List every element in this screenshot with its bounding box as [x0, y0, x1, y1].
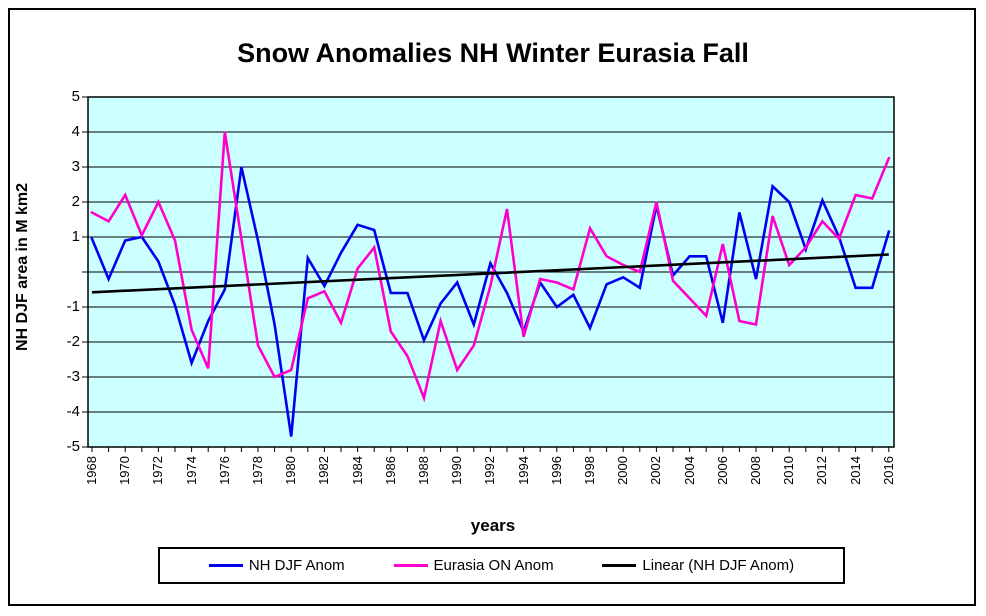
legend-item-linear-trend: Linear (NH DJF Anom): [602, 557, 794, 574]
y-tick-label: 4: [71, 123, 80, 140]
legend-label: Eurasia ON Anom: [433, 557, 554, 574]
x-tick-label: 2014: [847, 456, 863, 485]
x-tick-label: 2006: [714, 456, 730, 485]
x-tick-label: 1972: [150, 456, 166, 485]
legend-line-swatch-black: [602, 564, 637, 567]
x-tick-label: 2000: [615, 456, 631, 485]
x-tick-label: 1996: [548, 456, 564, 485]
plot-border: [87, 96, 895, 448]
y-tick-label: 2: [71, 193, 80, 210]
y-tick-label: 3: [71, 158, 80, 175]
x-tick-label: 1994: [515, 456, 531, 485]
x-tick-label: 1980: [283, 456, 299, 485]
x-axis-title: years: [470, 516, 516, 535]
y-tick-label: -1: [66, 298, 80, 315]
chart-legend: NH DJF Anom Eurasia ON Anom Linear (NH D…: [158, 547, 845, 584]
series-line-eurasia-on-anom: [90, 131, 891, 403]
x-tick-label: 1978: [250, 456, 265, 485]
x-tick-label: 2004: [681, 456, 697, 485]
legend-label: Linear (NH DJF Anom): [642, 557, 795, 574]
x-tick-label: 1986: [382, 456, 398, 485]
y-axis-title: NH DJF area in M km2: [14, 182, 31, 352]
x-tick-label: 1984: [349, 456, 365, 485]
x-tick-label: 2002: [648, 456, 664, 485]
x-tick-label: 1998: [582, 456, 597, 485]
x-tick-label: 1992: [482, 456, 498, 485]
y-tick-label: 1: [71, 228, 80, 245]
x-tick-label: 1974: [183, 456, 199, 485]
legend-line-swatch-blue: [208, 564, 243, 567]
y-tick-label: 5: [71, 88, 80, 105]
x-tick-label: 1988: [416, 456, 431, 485]
x-tick-label: 1976: [216, 456, 232, 485]
legend-label: NH DJF Anom: [248, 557, 345, 574]
x-tick-label: 2016: [880, 456, 896, 485]
y-tick-label: -4: [66, 403, 80, 420]
y-tick-label: -2: [66, 333, 80, 350]
x-tick-label: 2012: [814, 456, 830, 485]
series-line-nh-djf-anom: [90, 166, 891, 437]
x-tick-label: 1990: [449, 456, 465, 485]
x-tick-label: 2010: [781, 456, 797, 485]
legend-item-nh-djf: NH DJF Anom: [208, 557, 345, 574]
legend-line-swatch-magenta: [393, 564, 428, 567]
x-tick-label: 2008: [748, 456, 763, 485]
y-tick-label: -5: [66, 438, 80, 455]
trend-line: [91, 253, 889, 294]
chart-title: Snow Anomalies NH Winter Eurasia Fall: [237, 38, 749, 68]
y-tick-label: -3: [66, 368, 80, 385]
x-tick-label: 1970: [117, 456, 133, 485]
legend-item-eurasia-on: Eurasia ON Anom: [393, 557, 554, 574]
x-tick-label: 1982: [316, 456, 332, 485]
x-tick-label: 1968: [84, 456, 99, 485]
